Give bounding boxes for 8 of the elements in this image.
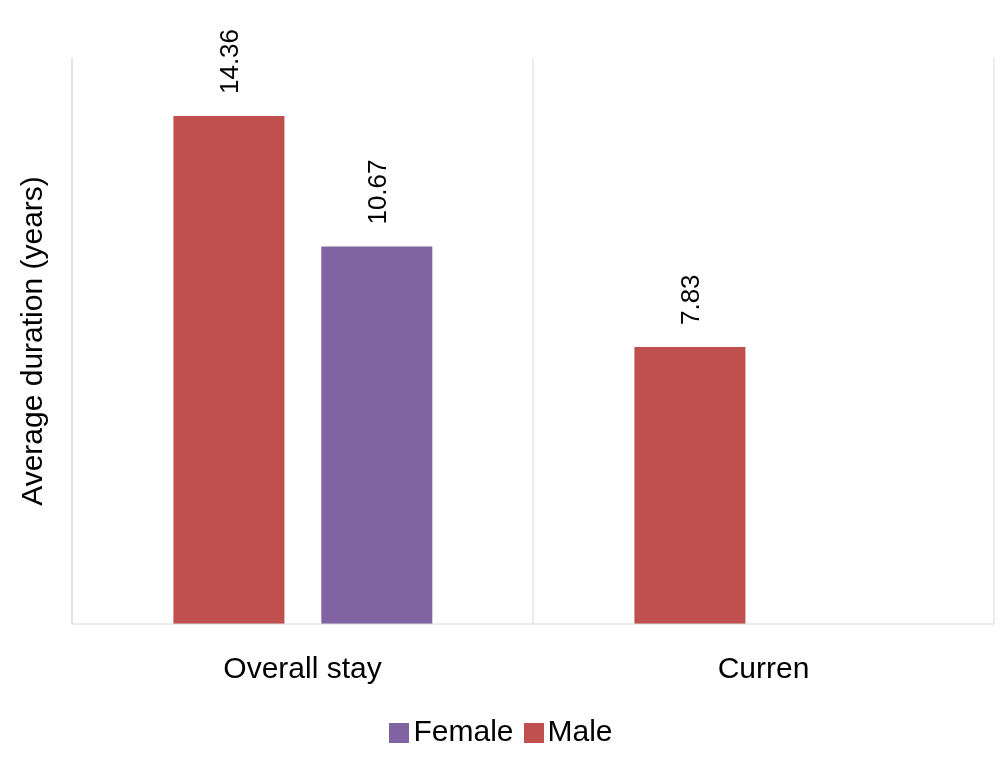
y-axis-title: Average duration (years) [14,176,48,506]
data-label: 14.36 [213,28,244,95]
data-label: 7.83 [674,274,705,326]
legend-label: Female [413,714,514,747]
legend-label: Male [547,714,613,747]
x-tick-label: Overall stay [223,651,382,685]
x-tick-label: Curren [717,651,810,685]
data-label: 10.67 [361,159,392,225]
